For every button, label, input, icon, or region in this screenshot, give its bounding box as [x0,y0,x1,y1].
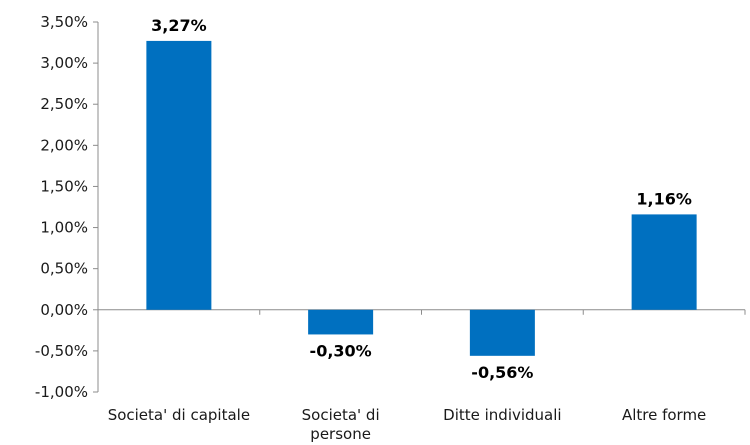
x-category-label: Societa' di capitale [108,406,250,424]
x-category-label: Altre forme [622,406,706,424]
x-category-label: Ditte individuali [443,406,561,424]
data-label: 3,27% [151,16,207,35]
y-tick-label: 0,50% [40,260,88,278]
y-tick-label: 2,00% [40,136,88,154]
y-tick-label: 2,50% [40,95,88,113]
y-tick-label: 3,00% [40,54,88,72]
y-tick-label: -0,50% [35,342,88,360]
data-label: -0,30% [310,341,372,360]
bar [308,309,374,335]
y-tick-label: 1,50% [40,177,88,195]
data-label: -0,56% [471,363,533,382]
x-category-label: persone [310,425,371,443]
data-labels: 3,27% -0,30% -0,56% 1,16% [151,16,692,382]
y-tick-label: 1,00% [40,219,88,237]
bar [631,214,697,310]
bars [146,40,697,356]
y-tick-label: 0,00% [40,301,88,319]
y-axis: 3,50% 3,00% 2,50% 2,00% 1,50% 1,00% 0,50% 0,00%… [35,13,99,401]
y-tick-label: 3,50% [40,13,88,31]
bar [469,309,535,356]
y-tick-label: -1,00% [35,383,88,401]
data-label: 1,16% [636,189,692,208]
bar [146,40,212,310]
x-category-label: Societa' di [302,406,380,424]
